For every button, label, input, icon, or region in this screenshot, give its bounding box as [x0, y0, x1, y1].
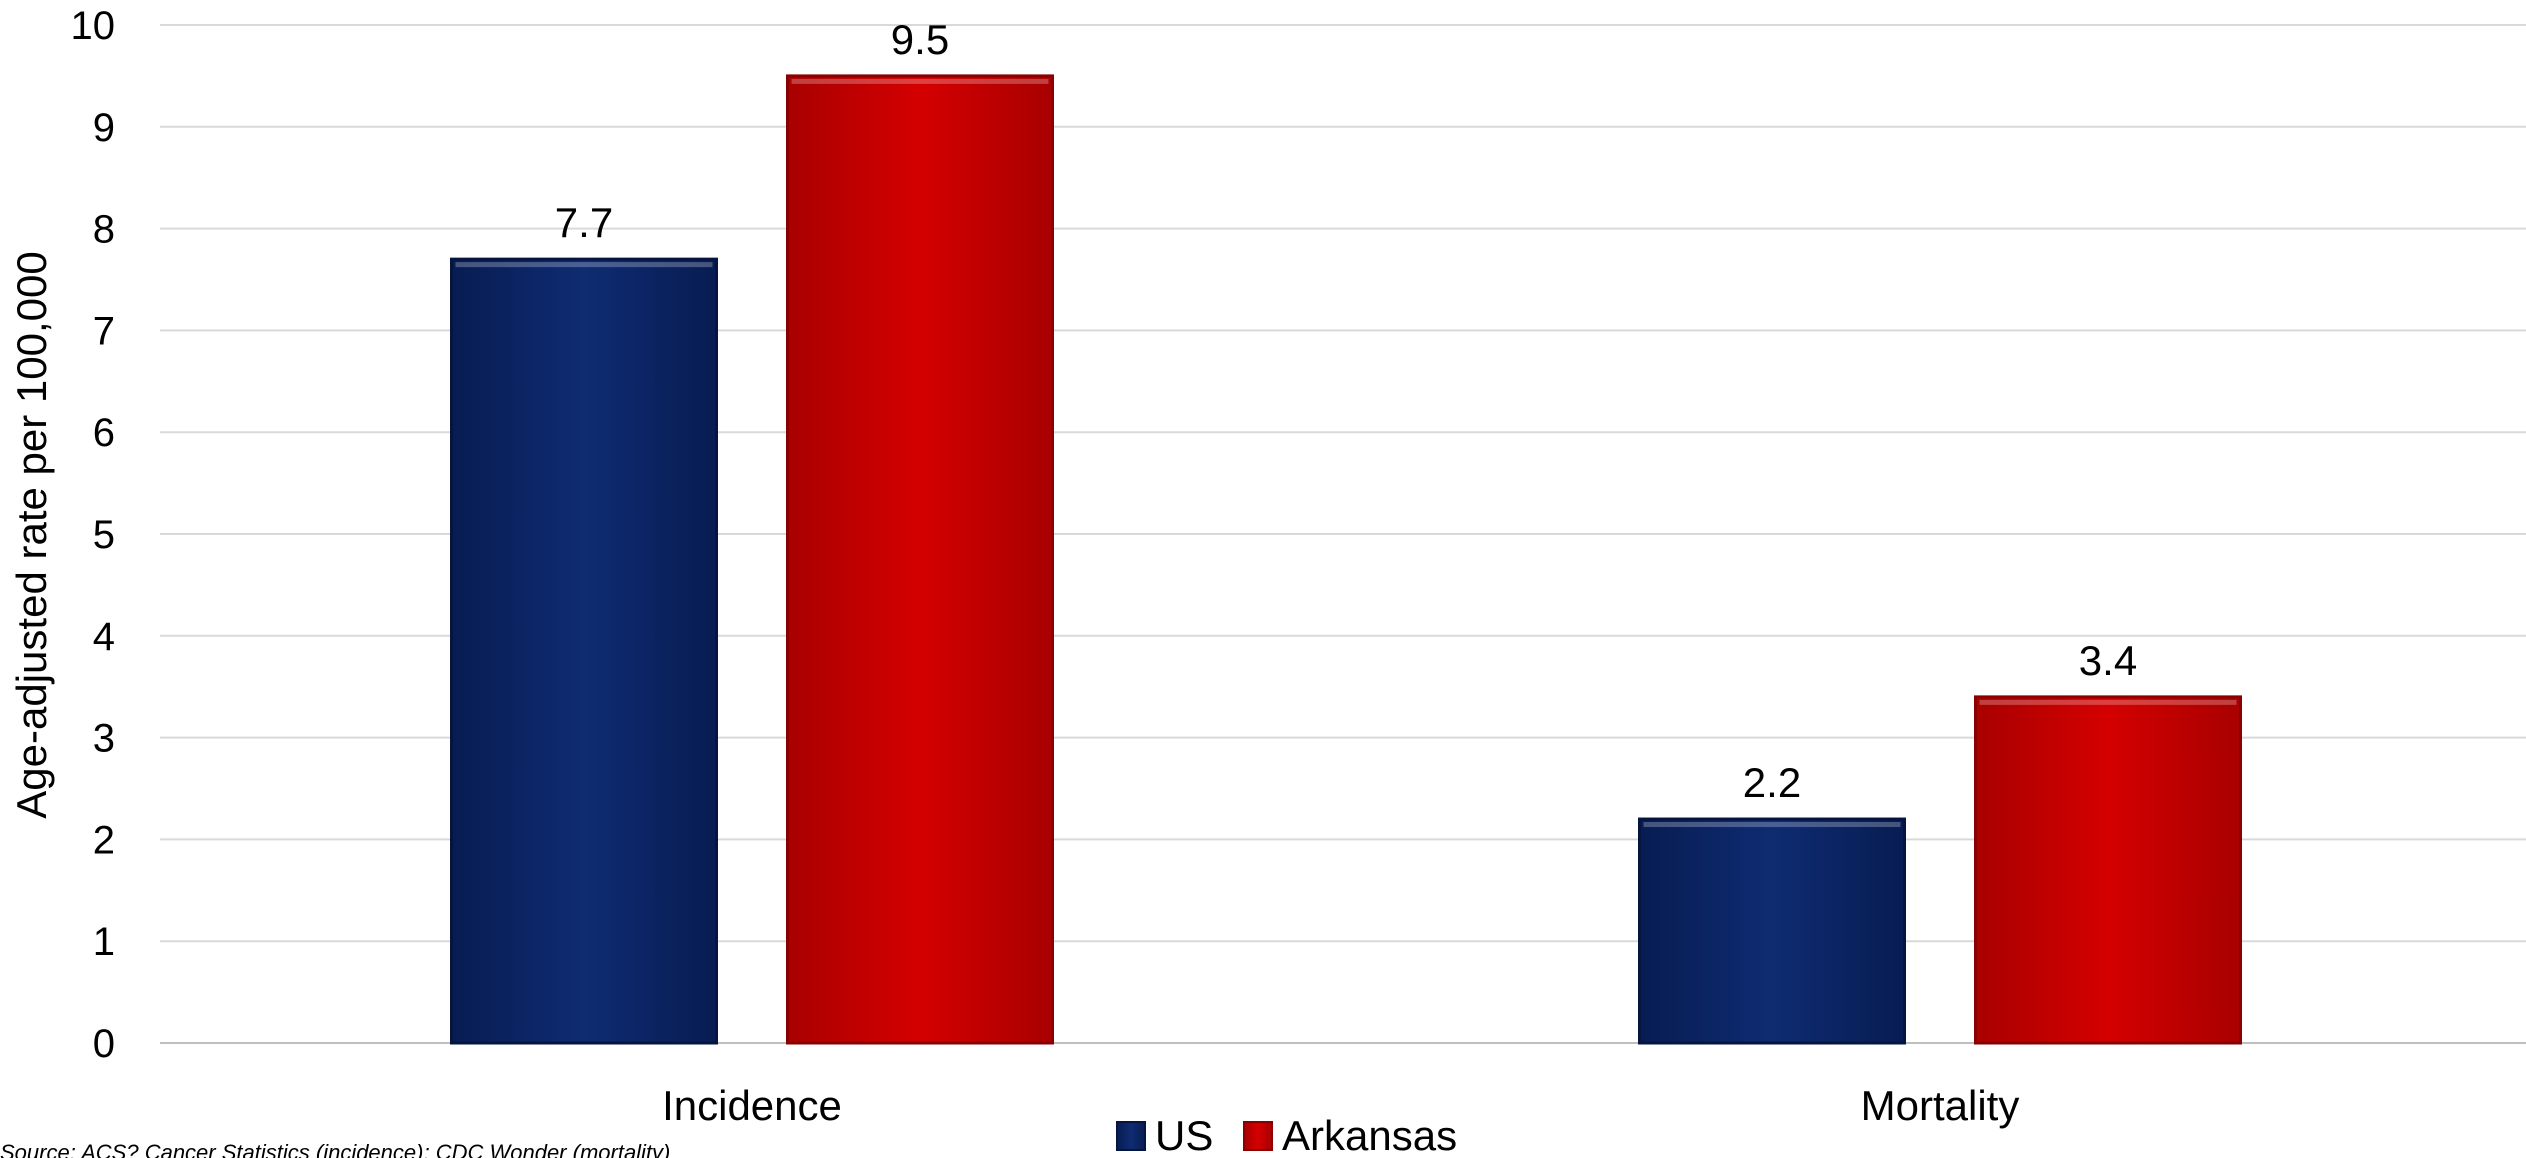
bar-us-mortality [1638, 817, 1906, 1045]
legend: US Arkansas [1116, 1112, 1457, 1158]
data-label: 7.7 [555, 199, 613, 246]
bar-highlight [791, 78, 1049, 84]
y-tick-label: 1 [93, 920, 115, 964]
y-tick-label: 6 [93, 411, 115, 455]
legend-swatch [1116, 1121, 1146, 1151]
legend-swatch [1243, 1121, 1273, 1151]
data-label: 2.2 [1743, 759, 1801, 806]
bar-arkansas-incidence [786, 74, 1054, 1045]
y-tick-label: 7 [93, 309, 115, 353]
y-axis-ticks: 0 1 2 3 4 5 6 7 8 9 10 [71, 4, 116, 1066]
data-labels: 7.7 2.2 9.5 3.4 [555, 16, 2137, 806]
bar-us-incidence [450, 257, 718, 1045]
y-tick-label: 4 [93, 615, 115, 659]
source-note: Source: ACS? Cancer Statistics (incidenc… [0, 1140, 670, 1158]
bar-highlight [455, 262, 713, 268]
bar-highlight [1643, 822, 1901, 828]
y-tick-label: 9 [93, 106, 115, 150]
bar-arkansas-mortality [1974, 695, 2242, 1045]
bars [450, 74, 2242, 1045]
y-tick-label: 10 [71, 4, 116, 48]
data-label: 3.4 [2079, 637, 2137, 684]
legend-label: Arkansas [1282, 1112, 1457, 1158]
x-category-label: Incidence [662, 1082, 842, 1129]
legend-label: US [1155, 1112, 1213, 1158]
y-tick-label: 0 [93, 1022, 115, 1066]
y-tick-label: 3 [93, 717, 115, 761]
data-label: 9.5 [891, 16, 949, 63]
y-axis-label: Age-adjusted rate per 100,000 [8, 251, 55, 818]
bar-highlight [1979, 699, 2237, 705]
x-category-label: Mortality [1861, 1082, 2020, 1129]
x-axis-categories: Incidence Mortality [662, 1082, 2019, 1129]
y-tick-label: 5 [93, 513, 115, 557]
y-tick-label: 8 [93, 208, 115, 252]
y-tick-label: 2 [93, 818, 115, 862]
